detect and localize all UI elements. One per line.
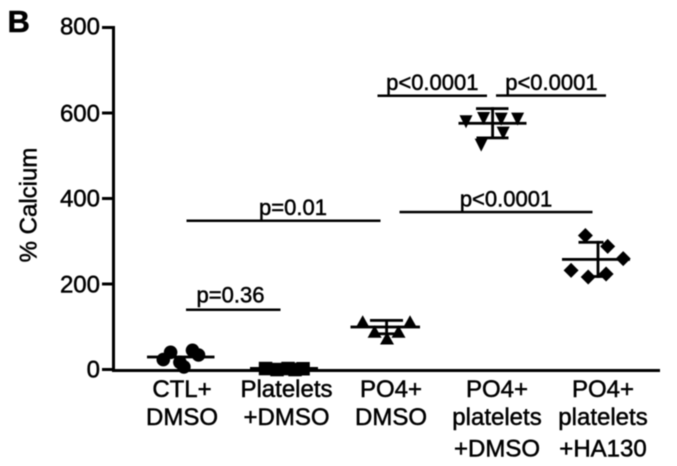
svg-text:200: 200 <box>60 272 100 299</box>
svg-text:p<0.0001: p<0.0001 <box>505 70 597 95</box>
svg-text:+HA130: +HA130 <box>559 436 646 463</box>
svg-text:platelets: platelets <box>452 404 541 431</box>
svg-text:p<0.0001: p<0.0001 <box>460 187 552 212</box>
svg-text:+DMSO: +DMSO <box>454 436 540 463</box>
svg-text:CTL+: CTL+ <box>152 376 211 403</box>
svg-text:PO4+: PO4+ <box>572 376 634 403</box>
svg-text:400: 400 <box>60 186 100 213</box>
svg-text:800: 800 <box>60 14 100 41</box>
svg-text:+DMSO: +DMSO <box>243 404 329 431</box>
svg-text:p=0.36: p=0.36 <box>197 283 265 308</box>
svg-text:p<0.0001: p<0.0001 <box>386 70 478 95</box>
svg-text:PO4+: PO4+ <box>360 376 422 403</box>
svg-text:DMSO: DMSO <box>146 404 218 431</box>
svg-text:B: B <box>8 4 30 39</box>
svg-text:p=0.01: p=0.01 <box>259 195 327 220</box>
svg-text:platelets: platelets <box>558 404 647 431</box>
svg-text:Platelets: Platelets <box>240 376 332 403</box>
svg-text:600: 600 <box>60 101 100 128</box>
svg-text:DMSO: DMSO <box>355 404 427 431</box>
svg-text:0: 0 <box>87 357 100 384</box>
svg-text:PO4+: PO4+ <box>466 376 528 403</box>
svg-text:% Calcium: % Calcium <box>16 148 43 263</box>
